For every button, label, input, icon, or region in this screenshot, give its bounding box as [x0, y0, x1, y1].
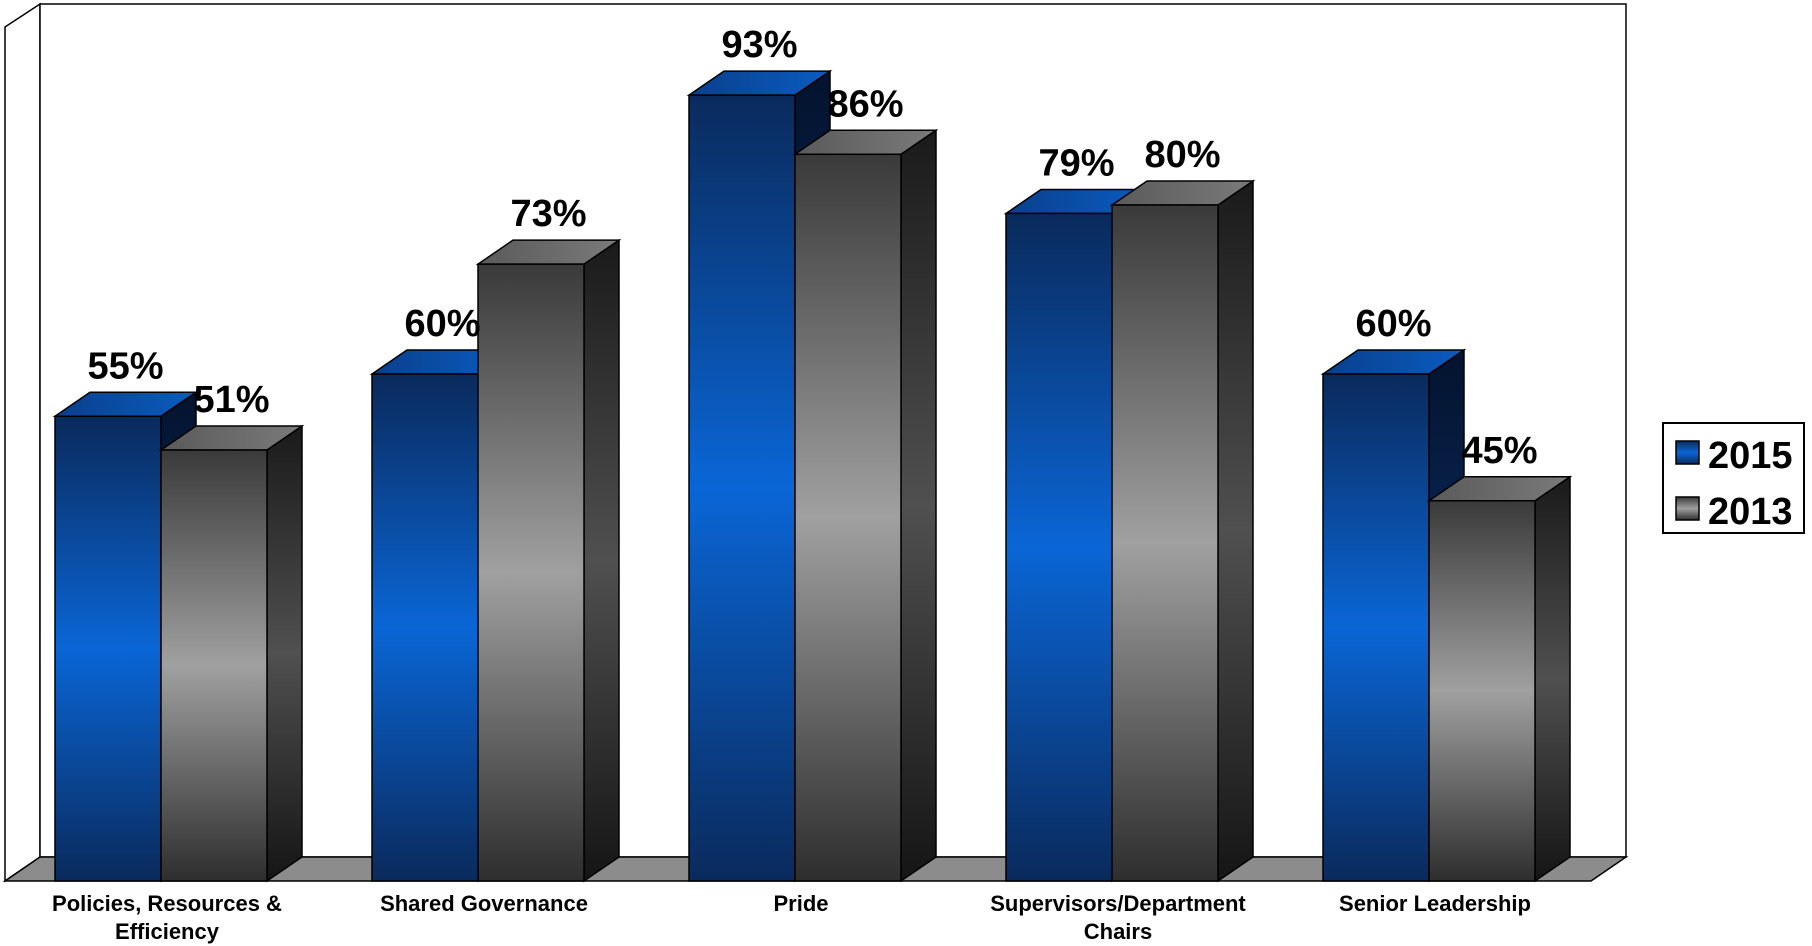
category-label-3-1: Chairs: [1084, 919, 1152, 944]
category-label-1-0: Shared Governance: [380, 891, 588, 916]
bar-2013-3: [1109, 179, 1256, 883]
legend: 2015 2013: [1662, 422, 1805, 534]
value-label-2013-0: 51%: [193, 379, 269, 421]
bar-2013-2: [792, 128, 939, 883]
bar-2013-2-side: [900, 128, 937, 883]
side-wall: [4, 2, 41, 883]
bar-2013-4-side: [1534, 475, 1571, 883]
bar-2013-4: [1426, 475, 1573, 883]
bar-2015-3-front: [1005, 212, 1113, 882]
value-label-2013-2: 86%: [827, 83, 903, 125]
bar-2013-1: [475, 238, 622, 883]
bar-2013-1-side: [583, 238, 620, 883]
bar-2015-4: [1320, 348, 1467, 883]
bar-2013-2-front: [794, 153, 902, 882]
legend-label-2013: 2013: [1708, 491, 1793, 533]
bar-2013-0-front: [160, 449, 268, 882]
category-label-2-0: Pride: [773, 891, 828, 916]
bar-2015-2-front: [688, 94, 796, 882]
legend-swatch-2015: [1675, 440, 1700, 465]
bar-2013-3-side: [1217, 179, 1254, 883]
bar-2013-1-front: [477, 263, 585, 882]
value-label-2013-4: 45%: [1461, 430, 1537, 472]
value-label-2015-3: 79%: [1038, 142, 1114, 184]
bar-2013-0: [158, 424, 305, 883]
category-label-0-1: Efficiency: [115, 919, 220, 944]
category-label-0-0: Policies, Resources &: [52, 891, 282, 916]
value-label-2015-1: 60%: [404, 303, 480, 345]
bar-2013-3-front: [1111, 204, 1219, 882]
category-label-4-0: Senior Leadership: [1339, 891, 1531, 916]
legend-swatch-2013: [1675, 496, 1700, 521]
legend-label-2015: 2015: [1708, 435, 1793, 477]
bars-layer: [52, 69, 1573, 883]
value-label-2013-1: 73%: [510, 193, 586, 235]
bar-2013-4-front: [1428, 500, 1536, 882]
value-label-2015-4: 60%: [1355, 303, 1431, 345]
value-label-2015-0: 55%: [87, 345, 163, 387]
value-label-2015-2: 93%: [721, 24, 797, 66]
bar-2015-1-front: [371, 373, 479, 882]
value-labels-layer: 55% 51% 60% 73% 93% 86% 79% 80% 60% 45%: [87, 24, 1537, 472]
category-labels-layer: Policies, Resources & Efficiency Shared Go…: [52, 891, 1531, 944]
value-label-2013-3: 80%: [1144, 134, 1220, 176]
bar-2013-0-side: [266, 424, 303, 883]
category-label-3-0: Supervisors/Department: [990, 891, 1246, 916]
bar-2015-0-front: [54, 415, 162, 882]
bar-2015-4-front: [1322, 373, 1430, 882]
